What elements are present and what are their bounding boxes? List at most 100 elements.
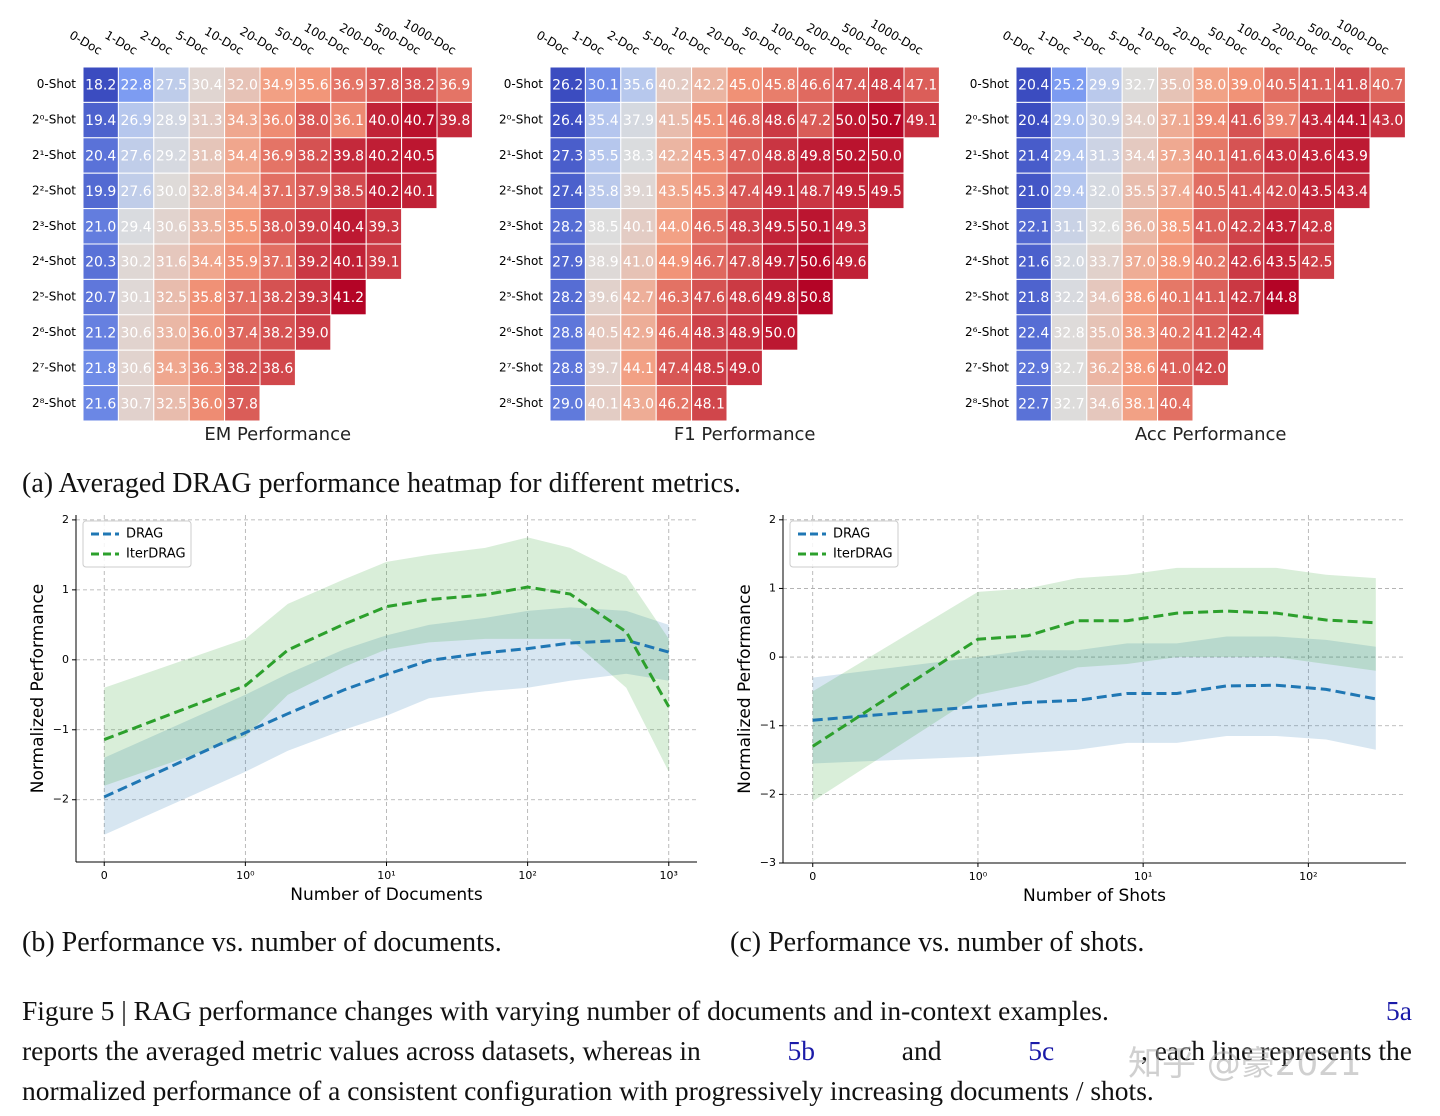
cell-label: 35.5 [227, 219, 258, 235]
cell-label: 42.7 [1231, 290, 1262, 306]
heatmap-cell [1227, 172, 1265, 210]
cell-label: 47.4 [835, 78, 866, 94]
heatmap-cell [1298, 66, 1336, 103]
cell-label: 33.0 [156, 326, 187, 342]
caption-text: normalized performance of a consistent c… [22, 1075, 1154, 1106]
caption-text: and [901, 1035, 942, 1066]
heatmap-cell [1086, 101, 1123, 139]
cell-label: 22.1 [1018, 219, 1049, 235]
cell-label: 46.4 [658, 326, 689, 342]
cell-label: 47.1 [906, 78, 937, 94]
cell-label: 39.2 [298, 255, 329, 271]
error-band [104, 607, 669, 835]
cell-label: 34.9 [262, 78, 293, 94]
heatmap-cell [365, 208, 403, 245]
cell-label: 46.8 [729, 113, 760, 129]
cell-label: 21.6 [1018, 255, 1049, 271]
heatmap-cell [294, 101, 332, 139]
cell-label: 36.0 [1124, 219, 1155, 235]
watermark: 知乎 @豪2021 [1128, 1044, 1362, 1084]
heatmap-cell [117, 101, 155, 139]
cell-label: 40.1 [333, 255, 364, 271]
heatmap-cell [868, 101, 905, 139]
cell-label: 39.3 [298, 290, 329, 306]
heatmap-cell [1227, 314, 1265, 351]
cell-label: 26.9 [121, 113, 152, 129]
cell-label: 41.0 [1195, 219, 1226, 235]
cell-label: 42.8 [1301, 219, 1332, 235]
heatmap-cell [1015, 172, 1052, 210]
heatmap-cell [584, 208, 622, 245]
cell-label: 35.5 [588, 149, 619, 165]
cell-label: 50.0 [835, 113, 866, 129]
cell-label: 47.8 [729, 255, 760, 271]
cell-label: 48.9 [729, 326, 760, 342]
caption-ref[interactable]: 5c [1028, 1035, 1055, 1066]
heatmap-cell [797, 278, 834, 316]
cell-label: 43.4 [1301, 113, 1332, 129]
heatmap-cell [584, 278, 622, 316]
heatmap-cell [726, 349, 763, 387]
y-tick-label: 2⁸-Shot [32, 396, 76, 410]
cell-label: 43.7 [1266, 219, 1297, 235]
cell-label: 32.5 [156, 290, 187, 306]
cell-label: 29.0 [1054, 113, 1085, 129]
y-tick-label: 2¹-Shot [965, 148, 1009, 162]
heatmap-cell [1369, 101, 1406, 139]
heatmap-cell [620, 172, 657, 210]
cell-label: 43.5 [1301, 184, 1332, 200]
cell-label: 36.2 [1089, 361, 1120, 377]
x-axis-label: Number of Shots [1023, 886, 1166, 906]
cell-label: 38.5 [1160, 219, 1191, 235]
y-tick-label: 2⁴-Shot [965, 254, 1009, 268]
cell-label: 29.4 [121, 219, 152, 235]
figure: 0-Doc1-Doc2-Doc5-Doc10-Doc20-Doc50-Doc10… [28, 16, 1406, 906]
cell-label: 39.0 [1231, 78, 1262, 94]
cell-label: 34.3 [227, 113, 258, 129]
cell-label: 32.8 [191, 184, 222, 200]
cell-label: 29.4 [1054, 149, 1085, 165]
cell-label: 42.5 [1301, 255, 1332, 271]
cell-label: 28.8 [552, 361, 583, 377]
heatmap-cell [903, 66, 940, 103]
cell-label: 30.2 [121, 255, 152, 271]
heatmap-cell [1263, 137, 1300, 174]
cell-label: 45.3 [694, 184, 725, 200]
heatmap-cell [620, 278, 657, 316]
caption-ref[interactable]: 5b [787, 1035, 816, 1066]
cell-label: 46.5 [694, 219, 725, 235]
heatmap-cell [401, 172, 438, 210]
cell-label: 46.7 [694, 255, 725, 271]
heatmap-cell [1192, 101, 1229, 139]
y-tick-label: 2²-Shot [499, 183, 543, 197]
heatmap-cell [1086, 349, 1123, 387]
cell-label: 30.0 [156, 184, 187, 200]
caption-ref[interactable]: 5a [1386, 995, 1412, 1026]
heatmap-cell [82, 349, 119, 387]
heatmap-cell [1227, 66, 1265, 103]
cell-label: 31.3 [191, 113, 222, 129]
cell-label: 37.4 [227, 326, 258, 342]
heatmap-cell [1192, 278, 1229, 316]
cell-label: 21.6 [85, 396, 116, 412]
heatmap-cell [1192, 208, 1229, 245]
cell-label: 48.6 [729, 290, 760, 306]
subcaption: (c) Performance vs. number of shots. [730, 927, 1145, 958]
cell-label: 40.4 [1160, 396, 1191, 412]
cell-label: 30.6 [156, 219, 187, 235]
heatmap-cell [259, 101, 296, 139]
cell-label: 50.6 [800, 255, 831, 271]
error-band [812, 567, 1376, 802]
cell-label: 39.1 [623, 184, 654, 200]
legend-label: IterDRAG [126, 547, 186, 562]
cell-label: 40.5 [588, 326, 619, 342]
legend-label: IterDRAG [833, 547, 893, 562]
cell-label: 38.2 [262, 326, 293, 342]
cell-label: 30.1 [588, 78, 619, 94]
cell-label: 40.2 [368, 149, 399, 165]
heatmap-cell [832, 101, 870, 139]
cell-label: 44.0 [658, 219, 689, 235]
cell-label: 38.2 [404, 78, 435, 94]
cell-label: 32.0 [1054, 255, 1085, 271]
y-axis-label: Normalized Performance [735, 584, 755, 794]
